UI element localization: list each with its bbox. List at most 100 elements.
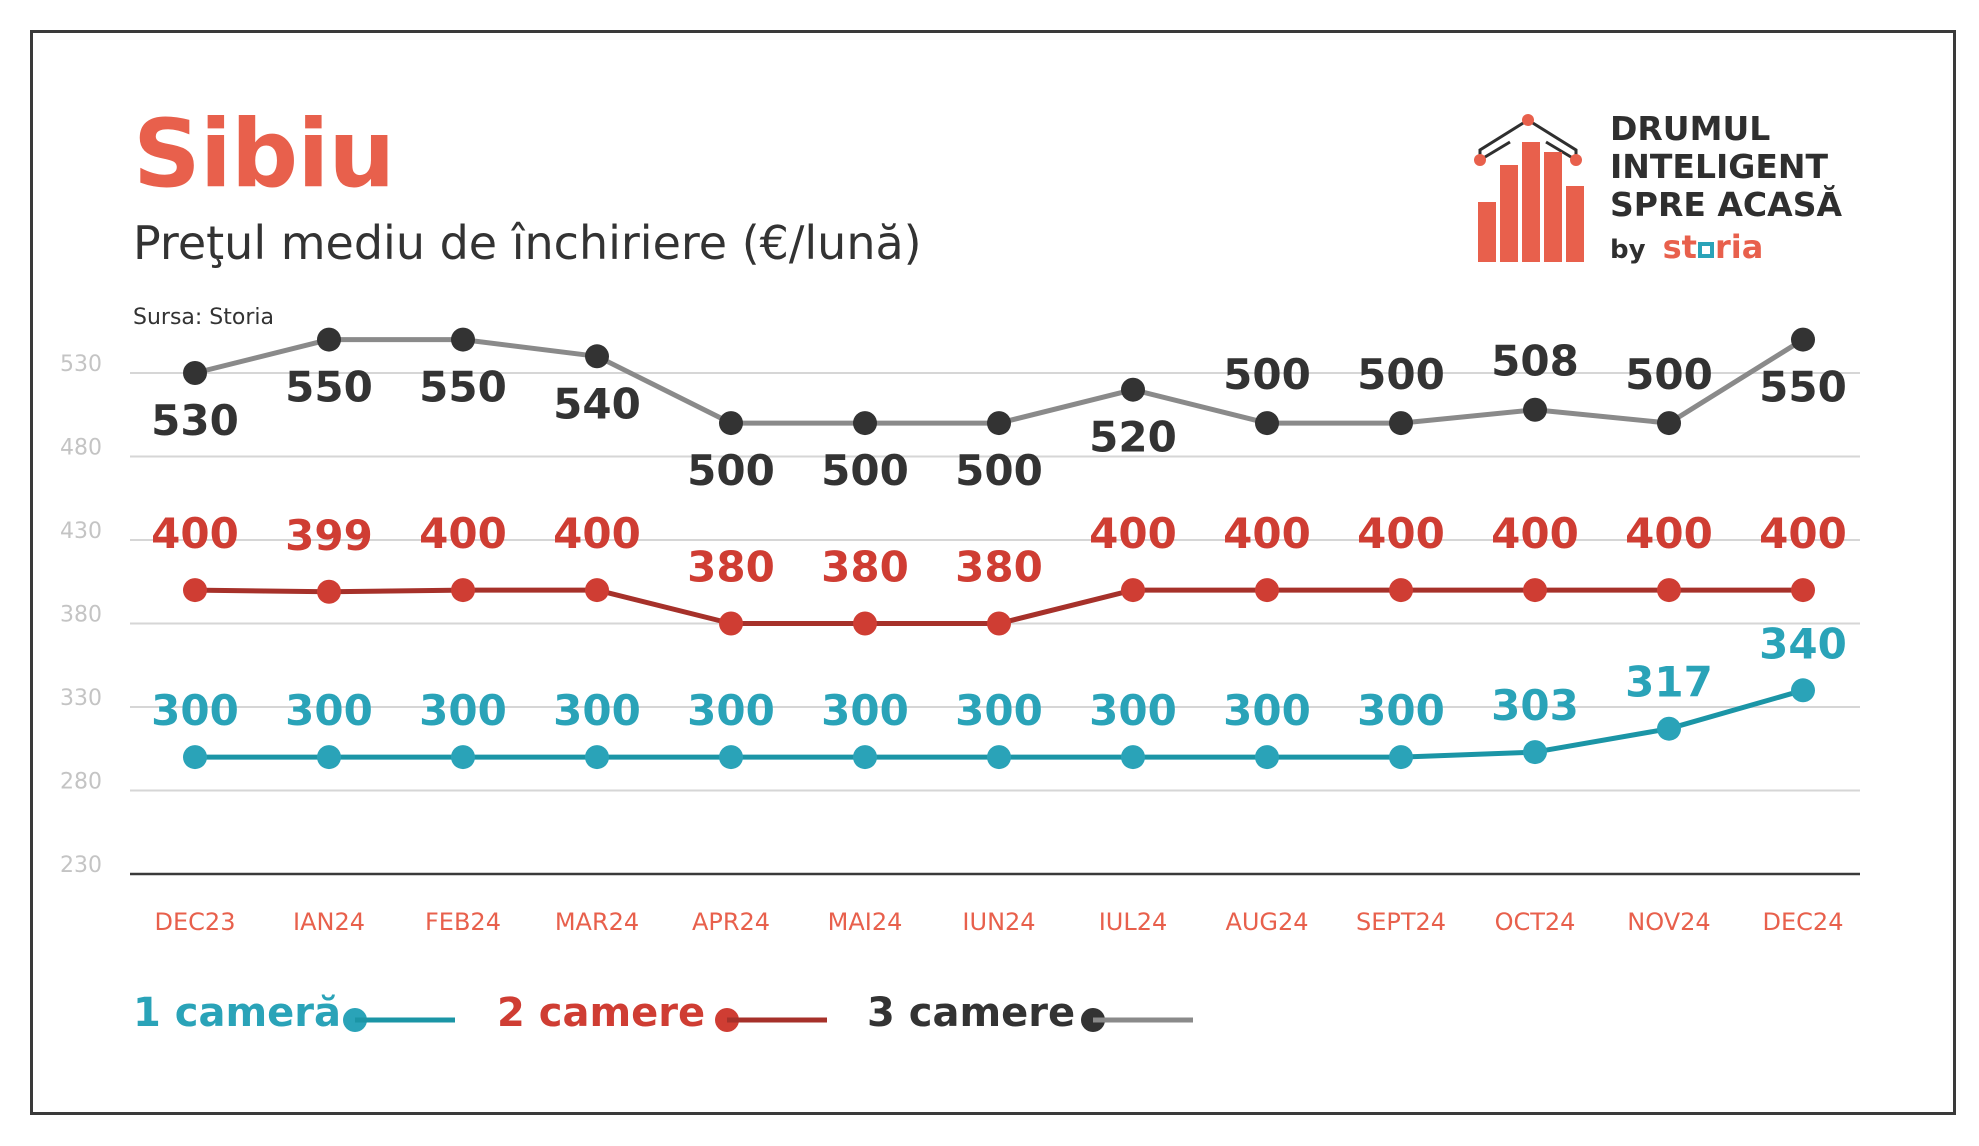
data-label: 500 [821, 446, 909, 495]
data-label: 300 [151, 686, 239, 735]
storia-logo: DRUMUL INTELIGENT SPRE ACASĂ by st ria [1470, 110, 1870, 270]
y-tick-label: 230 [60, 853, 102, 878]
data-label: 550 [285, 363, 373, 412]
data-label: 520 [1089, 413, 1177, 462]
data-label: 400 [1089, 509, 1177, 558]
y-tick-label: 280 [60, 770, 102, 795]
x-tick-label: DEC24 [1763, 908, 1844, 936]
data-point [1657, 716, 1681, 741]
data-point [451, 327, 475, 352]
y-tick-label: 330 [60, 686, 102, 711]
data-label: 400 [553, 509, 641, 558]
logo-brand-o-icon [1697, 242, 1714, 258]
data-label: 508 [1491, 337, 1579, 386]
data-point [719, 611, 743, 636]
data-point [1791, 578, 1815, 603]
data-point [183, 578, 207, 603]
data-label: 399 [285, 511, 373, 560]
data-label: 300 [1357, 686, 1445, 735]
x-tick-label: NOV24 [1627, 908, 1710, 936]
data-point [1657, 578, 1681, 603]
chart-title: Sibiu [133, 100, 395, 209]
data-label: 340 [1759, 619, 1847, 668]
data-label: 400 [151, 509, 239, 558]
data-point [1255, 745, 1279, 770]
data-point [1389, 745, 1413, 770]
x-tick-label: IAN24 [293, 908, 365, 936]
data-label: 300 [955, 686, 1043, 735]
data-point [183, 361, 207, 385]
legend-label: 2 camere [497, 990, 706, 1036]
data-point [585, 578, 609, 603]
data-point [1657, 411, 1681, 436]
y-tick-label: 380 [60, 603, 102, 628]
data-label: 300 [687, 686, 775, 735]
data-label: 550 [419, 363, 507, 412]
data-point [585, 745, 609, 770]
legend-label: 1 cameră [133, 990, 341, 1036]
data-point [183, 745, 207, 770]
data-point [1523, 740, 1547, 765]
x-tick-label: MAI24 [828, 908, 903, 936]
data-label: 500 [687, 446, 775, 495]
data-point [987, 745, 1011, 770]
data-label: 400 [1223, 509, 1311, 558]
logo-brand: by st ria [1610, 228, 1763, 269]
data-point [585, 344, 609, 369]
data-label: 300 [419, 686, 507, 735]
data-point [1121, 377, 1145, 402]
data-point [1255, 411, 1279, 436]
data-label: 380 [821, 543, 909, 592]
data-label: 400 [1491, 509, 1579, 558]
x-tick-label: SEPT24 [1356, 908, 1446, 936]
data-point [451, 578, 475, 603]
chart-subtitle: Preţul mediu de închiriere (€/lună) [133, 216, 922, 270]
logo-by: by [1610, 235, 1646, 265]
data-label: 540 [553, 379, 641, 428]
x-tick-label: IUL24 [1099, 908, 1168, 936]
logo-line-1: DRUMUL [1610, 109, 1771, 148]
data-label: 300 [1223, 686, 1311, 735]
logo-brand-b: ria [1714, 228, 1764, 266]
x-tick-label: DEC23 [155, 908, 236, 936]
data-label: 500 [1625, 350, 1713, 399]
x-tick-label: AUG24 [1225, 908, 1308, 936]
data-point [853, 745, 877, 770]
data-label: 400 [1759, 509, 1847, 558]
data-label: 550 [1759, 363, 1847, 412]
data-point [317, 745, 341, 770]
x-tick-label: OCT24 [1495, 908, 1576, 936]
data-point [1389, 578, 1413, 603]
data-point [1121, 745, 1145, 770]
data-label: 303 [1491, 681, 1579, 730]
data-point [853, 611, 877, 636]
source-note: Sursa: Storia [133, 305, 274, 330]
x-tick-label: IUN24 [962, 908, 1035, 936]
x-tick-label: MAR24 [555, 908, 639, 936]
data-point [1791, 327, 1815, 352]
data-label: 300 [285, 686, 373, 735]
data-point [719, 411, 743, 436]
data-label: 400 [1625, 509, 1713, 558]
y-tick-label: 480 [60, 436, 102, 461]
data-point [987, 411, 1011, 436]
chart-frame [30, 30, 1956, 1115]
data-point [1255, 578, 1279, 603]
y-tick-label: 530 [60, 352, 102, 377]
data-point [451, 745, 475, 770]
data-point [1523, 397, 1547, 422]
logo-line-3: SPRE ACASĂ [1610, 185, 1842, 224]
data-point [1791, 678, 1815, 703]
data-point [1389, 411, 1413, 436]
data-label: 400 [1357, 509, 1445, 558]
data-point [317, 327, 341, 352]
data-point [853, 411, 877, 436]
logo-line-2: INTELIGENT [1610, 147, 1829, 186]
logo-brand-a: st [1662, 228, 1697, 266]
data-point [1523, 578, 1547, 603]
data-label: 500 [1223, 350, 1311, 399]
y-tick-label: 430 [60, 519, 102, 544]
data-label: 317 [1625, 658, 1713, 707]
data-label: 380 [687, 543, 775, 592]
